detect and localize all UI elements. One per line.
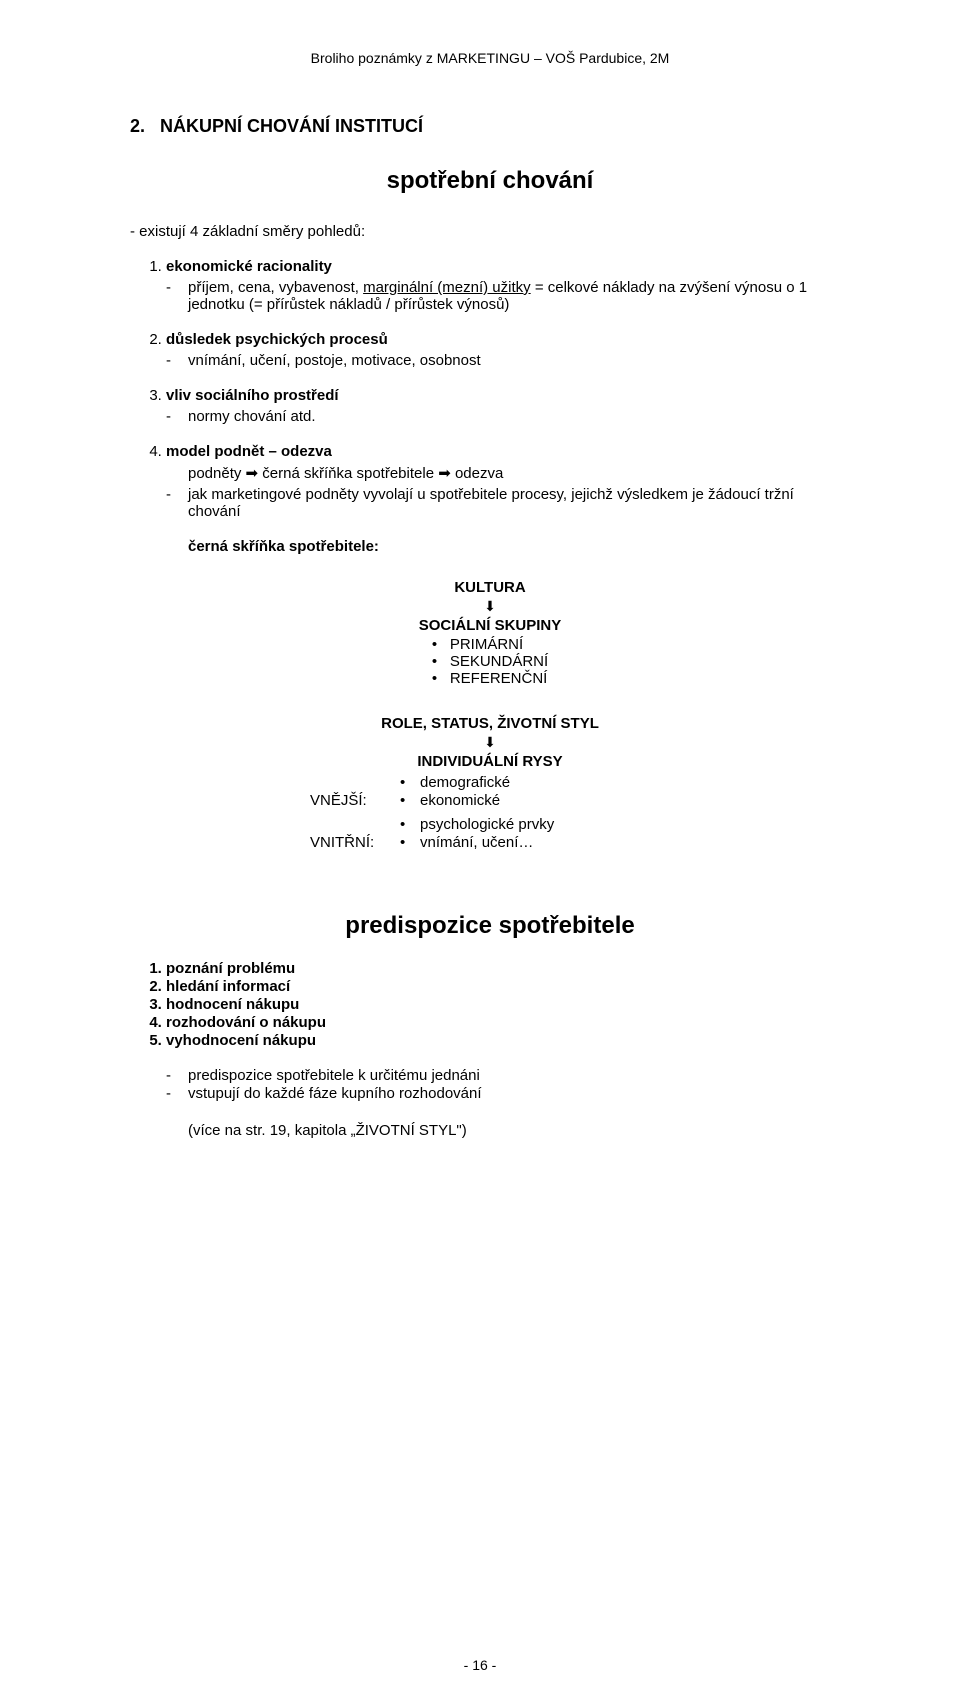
- vnitrni-list: psychologické prvky vnímání, učení…: [400, 816, 554, 852]
- sub-list: normy chování atd.: [166, 408, 850, 425]
- list-item: vyhodnocení nákupu: [166, 1032, 850, 1049]
- list-item: hledání informací: [166, 978, 850, 995]
- vnitrni-row: VNITŘNÍ: psychologické prvky vnímání, uč…: [310, 816, 850, 852]
- notes-list: predispozice spotřebitele k určitému jed…: [130, 1067, 850, 1102]
- list-item: hodnocení nákupu: [166, 996, 850, 1013]
- item-title: ekonomické racionality: [166, 258, 332, 275]
- main-heading: spotřební chování: [130, 167, 850, 195]
- vnitrni-label: VNITŘNÍ:: [310, 816, 400, 851]
- arrow-down-icon: ⬇: [484, 599, 496, 613]
- individual-title: INDIVIDUÁLNÍ RYSY: [130, 753, 850, 770]
- culture-title: KULTURA: [130, 579, 850, 596]
- sub-item: normy chování atd.: [188, 408, 850, 425]
- page: Broliho poznámky z MARKETINGU – VOŠ Pard…: [0, 0, 960, 1703]
- arrow-down-icon: ⬇: [484, 735, 496, 749]
- list-item: psychologické prvky: [400, 816, 554, 833]
- vnejsi-row: VNĚJŠÍ: demografické ekonomické: [310, 774, 850, 810]
- role-heading: ROLE, STATUS, ŽIVOTNÍ STYL: [130, 715, 850, 732]
- section-name: NÁKUPNÍ CHOVÁNÍ INSTITUCÍ: [160, 116, 423, 136]
- sub-item: vnímání, učení, postoje, motivace, osobn…: [188, 352, 850, 369]
- numbered-list: ekonomické racionality příjem, cena, vyb…: [130, 258, 850, 520]
- vnejsi-list: demografické ekonomické: [400, 774, 510, 810]
- list-item: rozhodování o nákupu: [166, 1014, 850, 1031]
- predisposition-heading: predispozice spotřebitele: [130, 912, 850, 940]
- sub-list: příjem, cena, vybavenost, marginální (me…: [166, 279, 850, 313]
- list-item: vliv sociálního prostředí normy chování …: [166, 387, 850, 425]
- reference-note: (více na str. 19, kapitola „ŽIVOTNÍ STYL…: [188, 1122, 850, 1139]
- item-preline: podněty ➡ černá skříňka spotřebitele ➡ o…: [166, 464, 850, 482]
- list-item: SEKUNDÁRNÍ: [432, 653, 548, 670]
- list-item: důsledek psychických procesů vnímání, uč…: [166, 331, 850, 369]
- section-number: 2.: [130, 116, 145, 136]
- list-item: demografické: [400, 774, 510, 791]
- list-item: REFERENČNÍ: [432, 670, 548, 687]
- intro-text: - existují 4 základní směry pohledů:: [130, 223, 850, 240]
- list-item: PRIMÁRNÍ: [432, 636, 548, 653]
- list-item: ekonomické racionality příjem, cena, vyb…: [166, 258, 850, 313]
- sub-list: vnímání, učení, postoje, motivace, osobn…: [166, 352, 850, 369]
- list-item: ekonomické: [400, 792, 510, 809]
- item-title: model podnět – odezva: [166, 443, 332, 460]
- list-item: vnímání, učení…: [400, 834, 554, 851]
- culture-block: KULTURA ⬇ SOCIÁLNÍ SKUPINY PRIMÁRNÍ SEKU…: [130, 579, 850, 693]
- note-item: predispozice spotřebitele k určitému jed…: [166, 1067, 850, 1084]
- sub-item: jak marketingové podněty vyvolají u spot…: [188, 486, 850, 520]
- note-item: vstupují do každé fáze kupního rozhodová…: [166, 1085, 850, 1102]
- black-box-label: černá skříňka spotřebitele:: [188, 538, 850, 555]
- list-item: model podnět – odezva podněty ➡ černá sk…: [166, 443, 850, 520]
- section-title: 2. NÁKUPNÍ CHOVÁNÍ INSTITUCÍ: [130, 116, 850, 137]
- social-groups-list: PRIMÁRNÍ SEKUNDÁRNÍ REFERENČNÍ: [432, 636, 548, 687]
- predisposition-list: poznání problému hledání informací hodno…: [130, 960, 850, 1049]
- sub-list: jak marketingové podněty vyvolají u spot…: [166, 486, 850, 520]
- item-title: vliv sociálního prostředí: [166, 387, 339, 404]
- page-footer: - 16 -: [0, 1657, 960, 1673]
- role-block: ROLE, STATUS, ŽIVOTNÍ STYL ⬇ INDIVIDUÁLN…: [130, 715, 850, 852]
- vnejsi-label: VNĚJŠÍ:: [310, 774, 400, 809]
- sub-item: příjem, cena, vybavenost, marginální (me…: [188, 279, 850, 313]
- page-header: Broliho poznámky z MARKETINGU – VOŠ Pard…: [130, 50, 850, 66]
- item-title: důsledek psychických procesů: [166, 331, 388, 348]
- list-item: poznání problému: [166, 960, 850, 977]
- social-groups-title: SOCIÁLNÍ SKUPINY: [130, 617, 850, 634]
